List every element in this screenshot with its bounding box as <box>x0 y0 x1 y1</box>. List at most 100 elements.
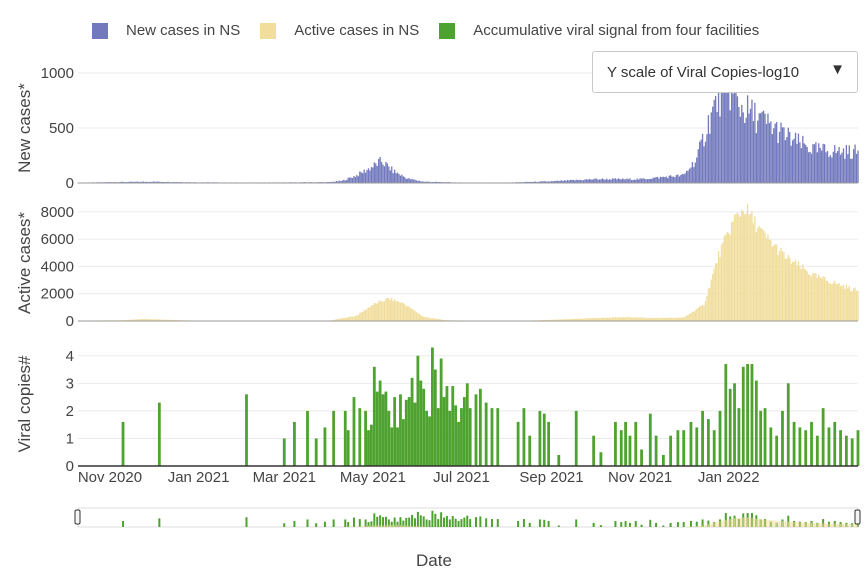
range-slider-bar <box>543 519 546 527</box>
bar <box>603 317 605 321</box>
bar <box>690 313 692 321</box>
y-scale-dropdown[interactable]: Y scale of Viral Copies-log10 ▼ <box>592 51 858 93</box>
bar <box>628 435 632 466</box>
bar <box>522 408 526 466</box>
bar <box>431 181 434 183</box>
range-slider-bar <box>364 519 367 527</box>
range-slider-bar <box>402 525 404 527</box>
bar <box>139 319 142 321</box>
range-slider-bar <box>401 525 403 527</box>
bar <box>796 143 798 183</box>
bar <box>574 410 578 466</box>
bar <box>810 421 813 466</box>
bar <box>552 181 554 183</box>
bar <box>685 170 688 183</box>
bar <box>685 315 688 321</box>
bar <box>684 173 686 183</box>
y-tick-label: 500 <box>49 120 74 137</box>
bar <box>839 286 842 321</box>
bar <box>787 127 789 183</box>
legend-item-viral[interactable]: Accumulative viral signal from four faci… <box>439 22 759 39</box>
bar <box>154 181 156 183</box>
bar <box>546 319 548 321</box>
bar <box>813 144 816 183</box>
range-slider-bar <box>538 519 541 527</box>
bar <box>774 123 776 183</box>
bar <box>789 132 791 183</box>
bar <box>413 402 417 466</box>
bar <box>688 314 691 321</box>
range-slider-bar <box>731 518 733 527</box>
y-tick-label: 4000 <box>41 258 74 275</box>
bar <box>408 306 410 321</box>
bar <box>671 317 673 321</box>
bar <box>620 179 622 183</box>
bar <box>404 399 408 466</box>
bar <box>595 178 598 183</box>
bar <box>574 180 576 183</box>
bar <box>622 178 624 183</box>
legend: New cases in NS Active cases in NS Accum… <box>92 22 779 39</box>
bar <box>540 181 543 183</box>
bar <box>437 181 439 183</box>
bar <box>613 317 615 321</box>
bar <box>346 317 348 321</box>
bar <box>142 181 145 183</box>
bar <box>594 317 596 321</box>
bar <box>337 181 339 183</box>
range-slider-bar <box>735 518 737 527</box>
bar <box>851 158 853 183</box>
range-slider-bar <box>703 525 705 527</box>
range-slider-bar <box>469 519 472 527</box>
bar <box>419 380 423 466</box>
bar <box>601 317 604 321</box>
bar <box>607 179 609 183</box>
bar <box>733 383 736 466</box>
bar <box>387 410 391 466</box>
bar <box>648 179 650 183</box>
bar <box>847 154 849 183</box>
bar <box>370 305 373 321</box>
bar <box>338 318 341 321</box>
range-slider-bar <box>378 525 380 527</box>
bar <box>699 306 701 321</box>
bar <box>395 301 397 321</box>
range-slider-handle-right[interactable] <box>854 509 861 525</box>
bar <box>344 317 346 321</box>
bar <box>630 180 633 183</box>
bar <box>646 179 649 183</box>
range-slider-bar <box>750 517 752 527</box>
bar <box>332 410 336 466</box>
bar <box>348 316 351 321</box>
bar <box>542 413 546 466</box>
legend-item-active-cases[interactable]: Active cases in NS <box>260 22 419 39</box>
bar <box>407 306 409 321</box>
bar <box>776 244 778 321</box>
bar <box>806 147 808 183</box>
bar <box>356 315 358 321</box>
range-slider-bar <box>741 517 743 527</box>
bar <box>363 310 365 321</box>
bar <box>645 317 647 321</box>
bar <box>780 248 782 321</box>
range-slider-bar <box>410 525 412 527</box>
bar <box>767 234 769 321</box>
range-slider-bar <box>434 513 437 527</box>
bar <box>436 408 440 466</box>
range-slider-handle-left[interactable] <box>74 509 81 525</box>
bar <box>709 133 711 183</box>
bar <box>635 179 637 183</box>
bar <box>724 364 728 466</box>
bar <box>415 312 418 321</box>
bar <box>562 180 564 183</box>
bar <box>376 303 378 321</box>
bar <box>649 178 651 183</box>
bar <box>396 427 399 466</box>
range-slider-bar <box>463 517 466 527</box>
bar <box>832 151 834 183</box>
range-slider-bar <box>682 522 685 527</box>
legend-item-new-cases[interactable]: New cases in NS <box>92 22 240 39</box>
bar <box>353 176 355 183</box>
bar <box>147 181 149 183</box>
bar <box>537 181 540 183</box>
